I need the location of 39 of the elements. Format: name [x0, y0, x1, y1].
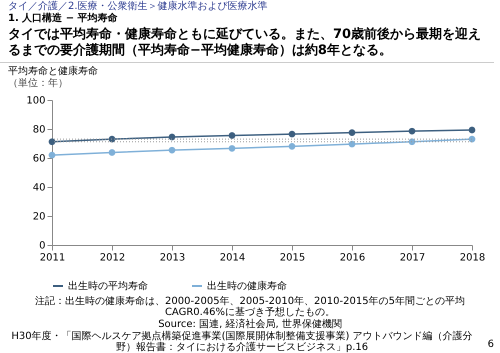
source-note: Source: 国連, 経済社会局, 世界保健機関 [157, 319, 343, 330]
y-tick-label: 0 [39, 240, 46, 252]
point [168, 146, 176, 154]
text: H30年度・「国際ヘルスケア拠点構築促進事業(国際展開体制整備支援事業) アウトバウンド編（介護分野）報告書：タイにおける介護サービスビジネス」p.16 [11, 331, 473, 353]
point [468, 136, 476, 142]
legend-label: 出生時の平均寿命 [68, 280, 148, 292]
chart-subtitle: 平均寿命と健康寿命 [7, 66, 99, 78]
x-tick-label: 2013 [160, 252, 186, 264]
point [228, 145, 236, 152]
y-tick-label: 20 [32, 212, 46, 222]
legend-label: 出生時の健康寿命 [207, 280, 287, 292]
point [48, 138, 56, 146]
point [348, 129, 356, 136]
x-tick-label: 2012 [100, 252, 126, 264]
y-axis-title: （単位：年） [7, 78, 69, 90]
x-tick-label: 2014 [220, 252, 246, 264]
y-tick-label: 60 [32, 154, 46, 164]
x-tick-label: 2018 [460, 252, 486, 264]
point [108, 149, 116, 156]
point [408, 128, 416, 135]
x-tick-label: 2015 [280, 252, 306, 264]
y-tick-label: 40 [32, 182, 46, 194]
point [48, 152, 56, 158]
point [288, 143, 296, 150]
y-tick-label: 100 [26, 96, 46, 106]
text: 注記：出生時の健康寿命は、2000-2005年、2005-2010年、2010-2015年の5年間ごとの平均CAGR0.46%に基づき予想したもの。 [34, 296, 466, 318]
point [348, 140, 356, 148]
x-tick-label: 2011 [40, 252, 66, 264]
text: 1. 人口構造 − 平均寿命 [7, 13, 119, 25]
point [288, 130, 296, 138]
x-tick-label: 2017 [400, 252, 426, 264]
text: 6 [488, 339, 494, 350]
y-tick-label: 80 [32, 124, 46, 136]
point [468, 126, 476, 134]
text: タイ／介護／2.医療・公衆衛生＞健康水準および医療水準 [7, 1, 269, 12]
point [228, 132, 236, 139]
point [168, 134, 176, 140]
x-tick-label: 2016 [340, 252, 366, 264]
chart-title: タイでは平均寿命・健康寿命ともに延びている。また、70歳前後から最期を迎えるまでの要介護期間（平均寿命−平均健康寿命）は約8年となる。 [0, 25, 494, 63]
